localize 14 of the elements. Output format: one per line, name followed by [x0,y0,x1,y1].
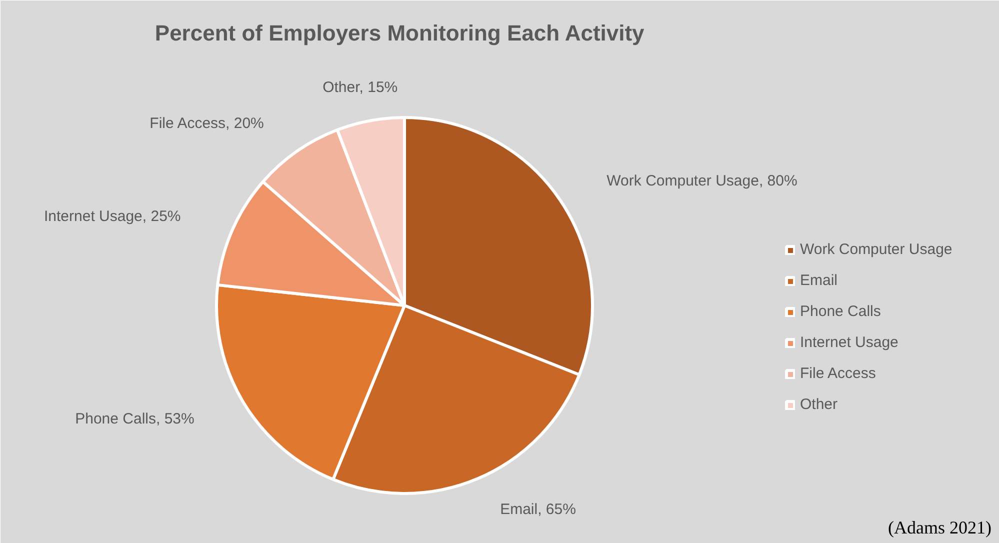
legend-label: Email [800,272,838,289]
data-label: Internet Usage, 25% [44,208,181,225]
data-label: Work Computer Usage, 80% [606,172,798,190]
legend-label: File Access [800,365,876,382]
legend-label: Work Computer Usage [800,241,952,258]
text: (Adams 2021) [888,518,992,538]
legend-label: Other [800,396,838,413]
chart-title: Percent of Employers Monitoring Each Activity [154,20,646,46]
data-label: Email, 65% [500,501,576,518]
data-label: File Access, 20% [150,115,264,132]
legend-label: Phone Calls [800,303,881,320]
data-label: Phone Calls, 53% [75,410,194,428]
legend-label: Internet Usage [800,334,898,351]
data-label: Other, 15% [322,78,398,96]
